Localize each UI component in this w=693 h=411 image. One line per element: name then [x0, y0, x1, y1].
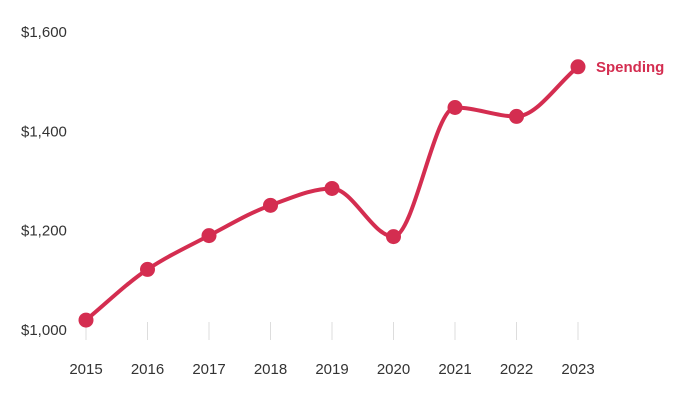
data-point[interactable] [140, 261, 155, 277]
x-tick-label: 2019 [315, 361, 348, 378]
y-tick-label: $1,400 [21, 123, 67, 140]
x-axis-ticks [85, 322, 579, 340]
x-tick-label: 2023 [561, 361, 594, 378]
data-point[interactable] [570, 59, 586, 75]
x-tick-label: 2016 [131, 361, 164, 378]
data-point[interactable] [324, 180, 340, 196]
data-point[interactable] [78, 312, 94, 328]
x-axis-labels: 2015 2016 2017 2018 2019 2020 2021 2022 2023 [69, 361, 594, 378]
y-tick-label: $1,200 [21, 223, 67, 240]
data-point[interactable] [386, 229, 401, 245]
x-tick-label: 2015 [69, 361, 102, 378]
data-point[interactable] [447, 99, 463, 115]
series-label-layer: Spending [596, 59, 664, 76]
y-tick-label: $1,600 [21, 24, 67, 41]
spending-series-line [84, 64, 580, 323]
series-label: Spending [596, 59, 664, 76]
x-tick-label: 2020 [377, 361, 410, 378]
data-point[interactable] [509, 108, 524, 124]
data-point[interactable] [263, 197, 278, 213]
x-tick-label: 2021 [438, 361, 471, 378]
x-tick-label: 2017 [192, 361, 225, 378]
data-point[interactable] [201, 228, 217, 244]
y-tick-label: $1,000 [21, 322, 67, 339]
series-layer [84, 64, 580, 323]
point-layer [78, 59, 586, 328]
x-tick-label: 2018 [254, 361, 287, 378]
x-tick-label: 2022 [500, 361, 533, 378]
y-axis-labels: $1,000 $1,200 $1,400 $1,600 [21, 24, 67, 339]
